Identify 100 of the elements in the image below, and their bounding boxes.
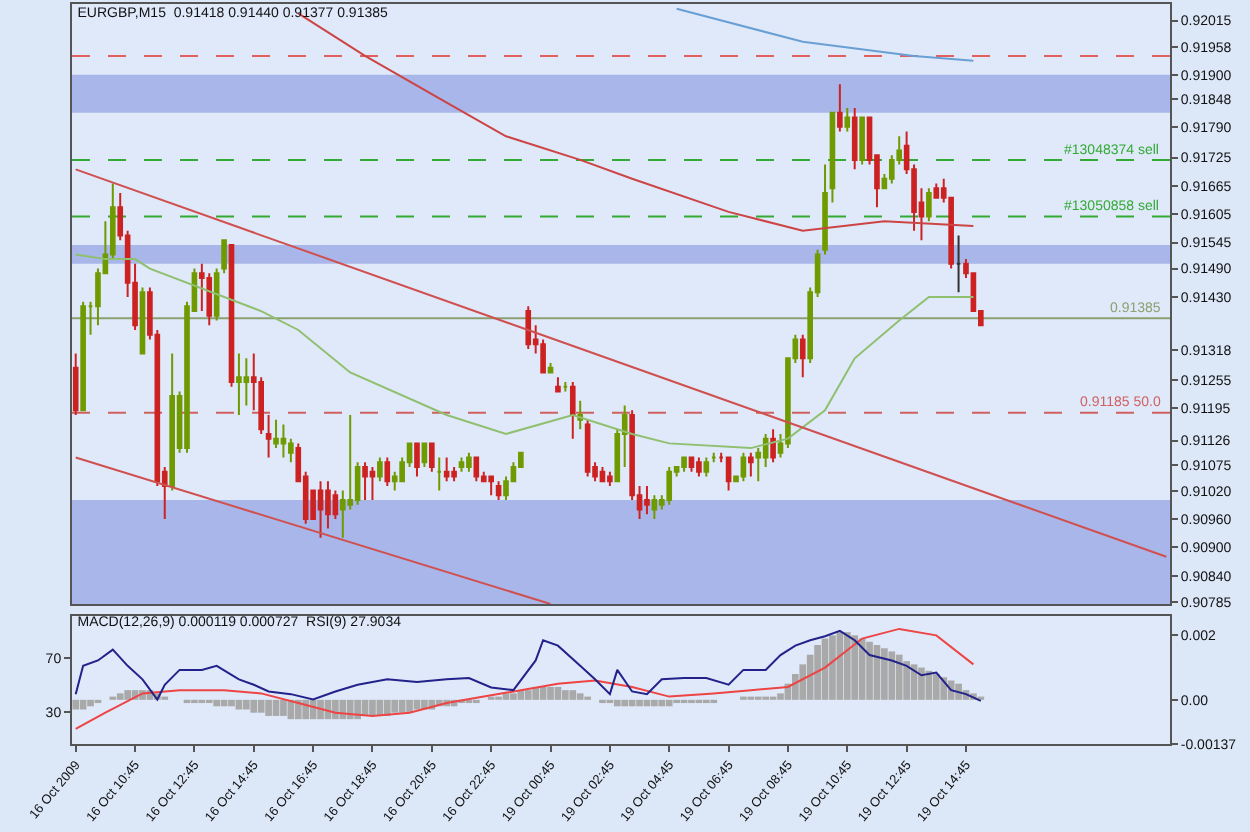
candlestick: [703, 456, 710, 478]
bar: [576, 693, 584, 700]
candlestick: [837, 83, 843, 133]
bar: [636, 699, 643, 707]
bar: [369, 699, 376, 716]
candlestick: [599, 466, 606, 483]
candlestick: [458, 456, 465, 473]
candlestick: [325, 480, 331, 530]
candlestick: [495, 480, 502, 502]
bar: [851, 635, 859, 700]
line-series: [74, 627, 975, 730]
candlestick: [525, 305, 532, 350]
candlestick: [451, 466, 457, 483]
bar: [280, 699, 287, 716]
bar: [294, 699, 302, 720]
candlestick: [681, 456, 687, 473]
candlestick: [72, 352, 79, 417]
candlestick: [651, 494, 658, 520]
candlestick: [414, 442, 420, 478]
candlestick: [725, 456, 732, 492]
candlestick: [748, 451, 754, 478]
bar: [866, 641, 873, 700]
candlestick: [710, 451, 717, 464]
candlestick: [369, 466, 376, 502]
candlestick: [488, 475, 494, 497]
candlestick: [666, 466, 673, 506]
candlestick: [696, 456, 702, 478]
candlestick: [547, 362, 554, 374]
bar: [651, 699, 658, 707]
candlestick: [466, 451, 472, 473]
bar: [354, 699, 361, 720]
candlestick: [236, 352, 242, 417]
bar: [613, 699, 621, 707]
candlestick: [265, 414, 272, 459]
bar: [932, 674, 940, 700]
candlestick: [80, 300, 86, 412]
line-series: [74, 253, 975, 450]
bar: [228, 699, 235, 707]
candlestick: [332, 489, 339, 520]
bar: [621, 699, 629, 707]
bar: [881, 648, 888, 700]
bar: [257, 699, 265, 713]
candlestick: [569, 380, 576, 440]
bar: [87, 699, 94, 707]
candlestick: [926, 187, 932, 223]
bar: [658, 699, 666, 707]
bar: [843, 632, 851, 700]
candlestick: [280, 423, 287, 459]
candlestick: [844, 106, 851, 133]
bar: [829, 635, 836, 700]
bar: [524, 690, 532, 700]
bar: [72, 699, 80, 710]
candlestick: [243, 357, 250, 407]
candlestick: [362, 461, 368, 502]
candlestick: [740, 451, 747, 483]
candlestick: [436, 456, 443, 492]
bar: [888, 651, 896, 700]
candlestick: [955, 234, 962, 294]
candlestick: [317, 480, 324, 539]
bar: [903, 661, 910, 700]
candlestick: [770, 428, 776, 464]
bar: [918, 667, 925, 700]
bar: [391, 699, 399, 713]
bar: [250, 699, 258, 713]
bar: [116, 693, 124, 700]
candlestick: [443, 456, 450, 483]
bar: [302, 699, 310, 720]
bar: [213, 699, 220, 707]
candlestick: [429, 442, 435, 473]
candlestick: [562, 380, 569, 393]
candlestick: [851, 106, 858, 171]
bar: [665, 699, 673, 707]
bar: [235, 699, 243, 710]
candlestick: [933, 182, 940, 199]
bar: [554, 686, 562, 700]
candlestick: [688, 456, 695, 473]
bar: [243, 699, 250, 710]
bar: [346, 699, 354, 720]
bar: [79, 699, 87, 710]
bar: [547, 686, 554, 700]
candlestick: [859, 116, 865, 166]
candlestick: [584, 418, 591, 478]
line-series: [675, 7, 975, 62]
candlestick: [555, 376, 561, 393]
bar: [339, 699, 347, 720]
candlestick: [169, 352, 175, 492]
candlestick: [377, 456, 383, 483]
candlestick: [273, 418, 279, 450]
candlestick: [206, 272, 213, 327]
candlestick: [139, 286, 146, 355]
candlestick: [607, 470, 613, 487]
bar: [895, 654, 903, 700]
line-series: [74, 629, 982, 702]
candlestick: [384, 456, 391, 487]
bar: [562, 690, 569, 700]
bar: [814, 645, 821, 700]
bar: [124, 690, 131, 700]
candlestick: [644, 484, 650, 516]
candlestick: [421, 442, 428, 468]
bar: [510, 693, 517, 700]
